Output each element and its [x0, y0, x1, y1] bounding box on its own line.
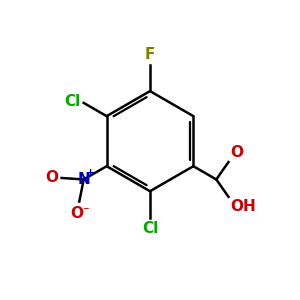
Text: ⁻: ⁻ — [82, 205, 89, 218]
Text: O: O — [70, 206, 83, 221]
Text: +: + — [85, 168, 95, 178]
Text: O: O — [230, 145, 243, 160]
Text: N: N — [77, 172, 90, 187]
Text: Cl: Cl — [142, 221, 158, 236]
Text: F: F — [145, 47, 155, 62]
Text: O: O — [46, 170, 59, 185]
Text: OH: OH — [230, 199, 256, 214]
Text: Cl: Cl — [64, 94, 81, 109]
